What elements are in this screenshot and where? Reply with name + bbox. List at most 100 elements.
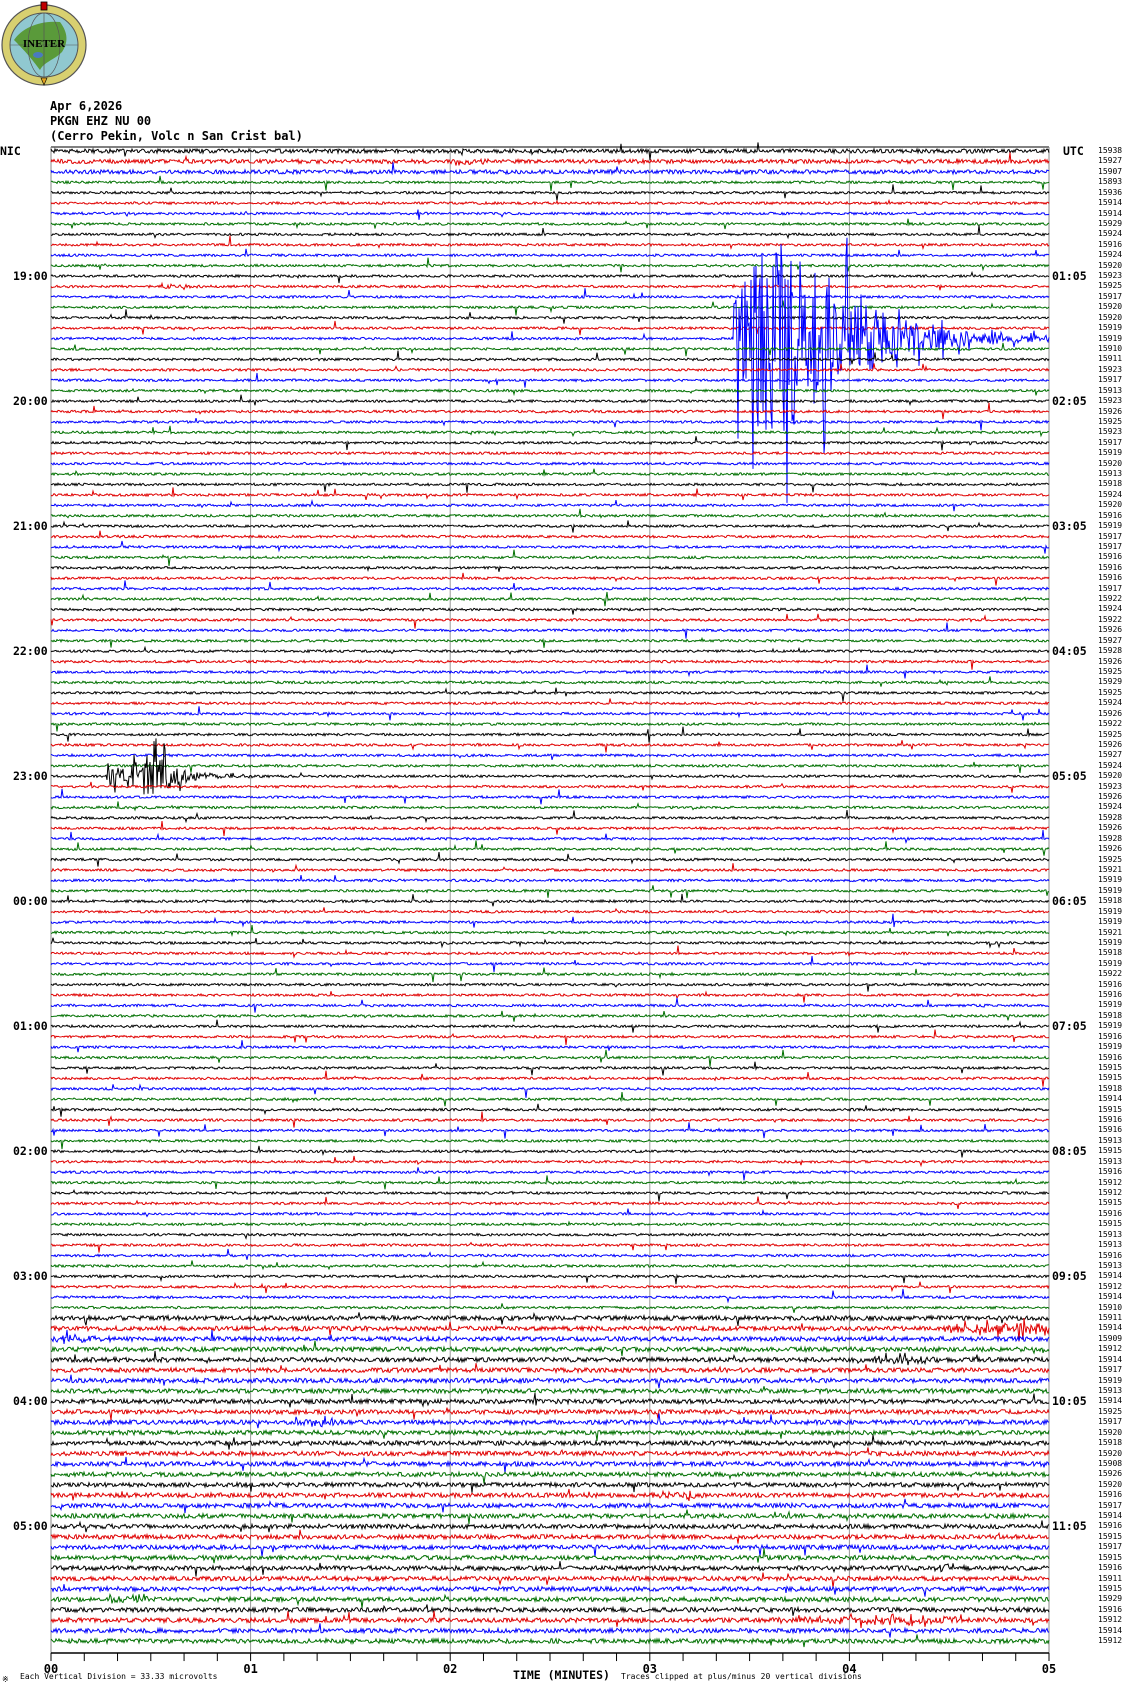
trace-row-34 xyxy=(50,487,1050,501)
trace-row-125 xyxy=(50,1434,1050,1450)
trace-row-51 xyxy=(50,664,1050,679)
trace-row-135 xyxy=(50,1543,1050,1557)
trace-row-38 xyxy=(50,530,1050,539)
channel-label: PKGN EHZ NU 00 xyxy=(50,114,152,128)
trace-row-9 xyxy=(50,225,1050,240)
trace-row-102 xyxy=(50,1196,1050,1210)
svg-text:INETER: INETER xyxy=(23,38,66,50)
right-hour-label: 04:05 xyxy=(1052,644,1087,659)
row-value: 15925 xyxy=(1098,667,1123,676)
row-value: 15938 xyxy=(1098,146,1123,155)
row-value: 15919 xyxy=(1098,333,1123,343)
row-value: 15917 xyxy=(1098,1365,1123,1375)
row-value: 15921 xyxy=(1098,864,1123,874)
row-value: 15925 xyxy=(1098,416,1123,426)
trace-row-112 xyxy=(50,1303,1050,1313)
row-value: 15916 xyxy=(1098,1115,1123,1125)
row-value: 15923 xyxy=(1098,364,1123,374)
trace-row-44 xyxy=(50,591,1050,607)
trace-row-29 xyxy=(50,436,1050,451)
row-value: 15909 xyxy=(1098,1333,1123,1343)
row-value: 15936 xyxy=(1098,187,1123,197)
trace-row-63 xyxy=(50,788,1050,805)
row-value: 15918 xyxy=(1098,948,1123,958)
row-value: 15920 xyxy=(1098,771,1123,781)
row-value: 15919 xyxy=(1098,958,1123,968)
trace-row-32 xyxy=(50,468,1049,477)
row-value: 15924 xyxy=(1098,229,1123,239)
trace-row-83 xyxy=(50,997,1049,1013)
row-value: 15916 xyxy=(1098,1604,1123,1614)
trace-row-118 xyxy=(50,1363,1050,1375)
trace-row-47 xyxy=(50,622,1050,639)
trace-row-106 xyxy=(50,1241,1050,1253)
trace-row-20 xyxy=(50,342,1050,357)
trace-row-4 xyxy=(50,175,1050,192)
row-value: 15915 xyxy=(1098,1552,1123,1562)
trace-row-136 xyxy=(50,1548,1050,1564)
trace-row-96 xyxy=(50,1138,1050,1150)
trace-row-25 xyxy=(50,394,1050,407)
row-value: 15914 xyxy=(1098,1625,1123,1635)
row-value: 15915 xyxy=(1098,1219,1123,1229)
trace-row-98 xyxy=(50,1155,1050,1168)
row-value: 15915 xyxy=(1098,1531,1123,1541)
row-value: 15921 xyxy=(1098,927,1123,937)
trace-row-68 xyxy=(50,840,1050,856)
trace-row-99 xyxy=(50,1167,1050,1181)
row-value: 15915 xyxy=(1098,1146,1123,1156)
ineter-logo: INETER xyxy=(1,1,87,86)
trace-row-141 xyxy=(50,1604,1050,1616)
row-value: 15910 xyxy=(1098,343,1123,353)
row-value: 15918 xyxy=(1098,1010,1123,1020)
row-value: 15923 xyxy=(1098,396,1123,406)
right-hour-label: 05:05 xyxy=(1052,769,1087,784)
trace-row-27 xyxy=(50,417,1050,431)
row-value: 15916 xyxy=(1098,1125,1123,1135)
trace-row-36 xyxy=(50,508,1050,519)
right-hour-label: 10:05 xyxy=(1052,1394,1087,1409)
row-value: 15915 xyxy=(1098,1583,1123,1593)
row-value: 15916 xyxy=(1098,552,1123,562)
trace-row-140 xyxy=(50,1592,1050,1609)
vertical-division-note: Each Vertical Division = 33.33 microvolt… xyxy=(20,1672,218,1681)
row-value: 15915 xyxy=(1098,1073,1123,1083)
trace-row-143 xyxy=(50,1623,1050,1638)
trace-row-28 xyxy=(50,425,1050,438)
trace-row-114 xyxy=(50,1317,1050,1342)
row-value: 15914 xyxy=(1098,1396,1123,1406)
trace-row-3 xyxy=(50,162,1050,176)
row-value: 15924 xyxy=(1098,489,1123,499)
trace-row-132 xyxy=(50,1509,1050,1525)
trace-row-56 xyxy=(50,721,1050,732)
row-value: 15919 xyxy=(1098,1000,1123,1010)
trace-row-8 xyxy=(50,218,1050,230)
row-value: 15907 xyxy=(1098,166,1123,176)
left-hour-label: 04:00 xyxy=(13,1394,48,1409)
row-value: 15926 xyxy=(1098,739,1123,749)
trace-row-103 xyxy=(50,1208,1050,1218)
trace-row-13 xyxy=(50,270,1050,284)
row-value: 15919 xyxy=(1098,875,1123,885)
trace-row-110 xyxy=(50,1281,1050,1294)
row-value: 15912 xyxy=(1098,1636,1123,1646)
row-value: 15919 xyxy=(1098,521,1123,531)
left-hour-label: 01:00 xyxy=(13,1019,48,1034)
trace-row-65 xyxy=(50,810,1050,824)
left-hour-label: 20:00 xyxy=(13,394,48,409)
trace-row-77 xyxy=(50,937,1050,949)
row-value: 15917 xyxy=(1098,291,1123,301)
left-hour-label: 22:00 xyxy=(13,644,48,659)
row-value: 15918 xyxy=(1098,896,1123,906)
trace-row-92 xyxy=(50,1092,1050,1107)
row-value: 15926 xyxy=(1098,1469,1123,1479)
trace-row-22 xyxy=(50,363,1050,373)
row-value: 15919 xyxy=(1098,323,1123,333)
trace-row-12 xyxy=(50,257,1050,273)
trace-row-43 xyxy=(50,580,1050,592)
row-value: 15919 xyxy=(1098,937,1123,947)
right-hour-label: 06:05 xyxy=(1052,894,1087,909)
trace-row-37 xyxy=(50,520,1050,533)
x-tick-label: 05 xyxy=(1041,1662,1057,1677)
row-value: 15925 xyxy=(1098,729,1123,739)
